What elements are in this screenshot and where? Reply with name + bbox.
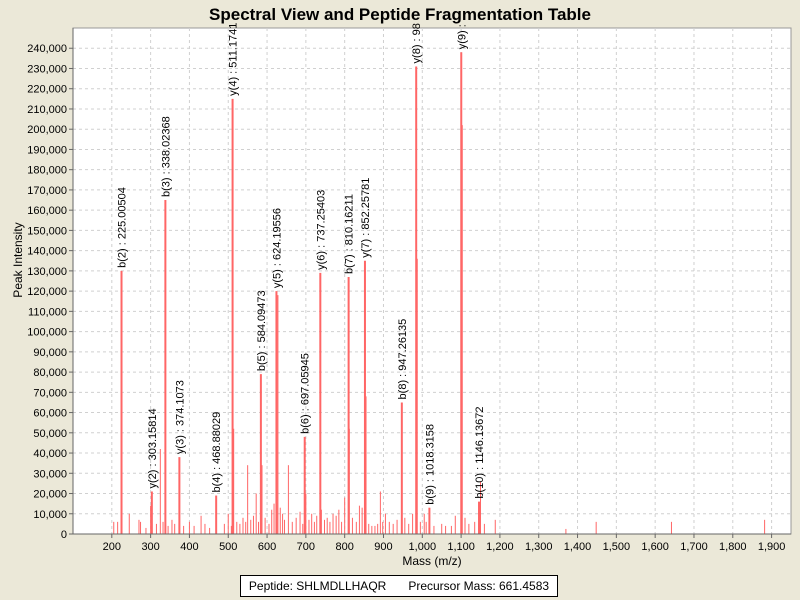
legend-precursor: Precursor Mass: 661.4583 [408, 579, 550, 593]
y-tick-label: 140,000 [27, 246, 67, 258]
x-tick-label: 700 [297, 541, 315, 553]
peak-label: y(2) : 303.15814 [147, 408, 159, 488]
y-tick-label: 200,000 [27, 124, 67, 136]
y-tick-label: 100,000 [27, 327, 67, 339]
x-tick-label: 400 [180, 541, 198, 553]
x-axis-label: Mass (m/z) [402, 554, 461, 568]
x-tick-label: 1,300 [525, 541, 553, 553]
plot-area [72, 27, 792, 535]
y-tick-label: 90,000 [33, 347, 67, 359]
x-tick-label: 1,700 [680, 541, 708, 553]
peak-label: y(6) : 737.25403 [315, 190, 327, 270]
y-tick-label: 190,000 [27, 144, 67, 156]
y-tick-label: 150,000 [27, 225, 67, 237]
peak-label: b(7) : 810.16211 [344, 194, 356, 274]
y-tick-label: 240,000 [27, 43, 67, 55]
x-tick-label: 200 [103, 541, 121, 553]
y-tick-label: 0 [61, 529, 67, 541]
peak-label: b(9) : 1018.3158 [424, 424, 436, 505]
x-tick-label: 1,100 [447, 541, 475, 553]
y-tick-label: 40,000 [33, 448, 67, 460]
y-tick-label: 50,000 [33, 428, 67, 440]
x-tick-label: 500 [219, 541, 237, 553]
y-axis-label: Peak Intensity [11, 222, 25, 297]
peak-label: y(4) : 511.1741 [228, 23, 240, 96]
y-tick-label: 230,000 [27, 63, 67, 75]
y-tick-label: 170,000 [27, 185, 67, 197]
peak-label: b(3) : 338.02368 [160, 116, 172, 197]
peak-label: b(6) : 697.05945 [300, 353, 312, 434]
y-tick-label: 80,000 [33, 367, 67, 379]
legend-peptide: Peptide: SHLMDLLHAQR [248, 579, 387, 593]
x-tick-label: 300 [141, 541, 159, 553]
y-tick-label: 110,000 [28, 306, 67, 318]
peak-label: b(8) : 947.26135 [397, 319, 409, 400]
y-axis-ticks: 0 10,000 20,000 30,000 40,000 50,000 60,000 70,… [27, 43, 73, 541]
x-tick-label: 1,900 [758, 541, 786, 553]
y-tick-label: 210,000 [27, 104, 67, 116]
x-tick-label: 1,500 [603, 541, 631, 553]
y-tick-label: 130,000 [27, 266, 67, 278]
x-tick-label: 800 [335, 541, 353, 553]
y-tick-label: 30,000 [33, 468, 67, 480]
peak-label: b(2) : 225.00504 [117, 187, 129, 268]
legend-box: Peptide: SHLMDLLHAQR Precursor Mass: 661… [240, 575, 558, 597]
y-tick-label: 160,000 [27, 205, 67, 217]
y-tick-label: 70,000 [33, 387, 67, 399]
y-tick-label: 10,000 [33, 509, 67, 521]
x-axis-ticks: 200 300 400 500 600 700 800 900 1,000 1,100 1,200 1… [103, 534, 786, 553]
x-tick-label: 900 [374, 541, 392, 553]
x-tick-label: 1,400 [564, 541, 592, 553]
peak-label: b(10) : 1146.13672 [474, 406, 486, 498]
y-tick-label: 220,000 [27, 84, 67, 96]
peak-label: y(7) : 852.25781 [360, 178, 372, 258]
x-tick-label: 600 [258, 541, 276, 553]
x-tick-label: 1,000 [409, 541, 437, 553]
peaks [113, 52, 766, 534]
peak-label: y(9) : [456, 24, 468, 49]
y-tick-label: 120,000 [27, 286, 67, 298]
y-tick-label: 20,000 [33, 489, 67, 501]
chart-title: Spectral View and Peptide Fragmentation … [209, 5, 591, 24]
peak-label: y(5) : 624.19556 [271, 208, 283, 288]
peak-label: y(8) : 98 [411, 23, 423, 63]
peak-label: b(5) : 584.09473 [256, 290, 268, 371]
y-tick-label: 180,000 [27, 165, 67, 177]
x-tick-label: 1,800 [719, 541, 747, 553]
x-tick-label: 1,200 [486, 541, 514, 553]
y-tick-label: 60,000 [33, 408, 67, 420]
peak-label: y(3) : 374.1073 [174, 380, 186, 454]
peak-label: b(4) : 468.88029 [211, 412, 223, 493]
x-tick-label: 1,600 [641, 541, 669, 553]
peak-labels: b(2) : 225.00504 y(2) : 303.15814 b(3) : 3… [117, 23, 486, 505]
